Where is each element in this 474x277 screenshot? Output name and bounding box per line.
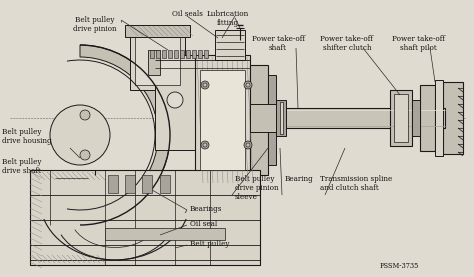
- Bar: [198, 50, 202, 58]
- Bar: [155, 55, 225, 150]
- Bar: [215, 30, 245, 60]
- Circle shape: [203, 143, 207, 147]
- Text: Oil seal: Oil seal: [190, 220, 217, 228]
- Bar: [204, 50, 208, 58]
- Bar: [180, 50, 184, 58]
- Bar: [30, 170, 260, 265]
- Text: Power take-off
shaft pilot: Power take-off shaft pilot: [392, 35, 445, 52]
- Bar: [435, 80, 443, 156]
- Circle shape: [246, 143, 250, 147]
- Text: Belt pulley
drive shaft: Belt pulley drive shaft: [2, 158, 42, 175]
- Bar: [156, 50, 160, 58]
- Circle shape: [244, 81, 252, 89]
- Bar: [105, 228, 225, 240]
- Bar: [200, 70, 245, 170]
- Bar: [390, 90, 412, 146]
- Circle shape: [201, 141, 209, 149]
- Text: Transmission spline
and clutch shaft: Transmission spline and clutch shaft: [320, 175, 392, 192]
- Bar: [412, 100, 420, 136]
- Bar: [278, 108, 445, 128]
- Bar: [192, 50, 196, 58]
- Bar: [280, 102, 283, 134]
- Bar: [276, 100, 286, 136]
- Bar: [148, 50, 160, 75]
- Bar: [160, 175, 170, 193]
- Bar: [168, 50, 172, 58]
- Text: Belt pulley
drive pinion
sleeve: Belt pulley drive pinion sleeve: [235, 175, 279, 201]
- Circle shape: [246, 83, 250, 87]
- Bar: [250, 65, 268, 175]
- Bar: [174, 50, 178, 58]
- Bar: [443, 82, 463, 154]
- Circle shape: [244, 141, 252, 149]
- Bar: [186, 50, 190, 58]
- Text: Bearings: Bearings: [190, 205, 222, 213]
- Text: Bearing: Bearing: [285, 175, 314, 183]
- Circle shape: [80, 110, 90, 120]
- Circle shape: [203, 83, 207, 87]
- Bar: [394, 94, 408, 142]
- Bar: [250, 104, 280, 132]
- Text: Lubrication
fitting: Lubrication fitting: [207, 10, 249, 27]
- Text: Belt pulley
drive housing: Belt pulley drive housing: [2, 128, 52, 145]
- Bar: [125, 175, 135, 193]
- Text: FSSM-3735: FSSM-3735: [380, 262, 419, 270]
- Circle shape: [80, 150, 90, 160]
- Circle shape: [167, 92, 183, 108]
- Bar: [142, 175, 152, 193]
- Text: Belt pulley
drive pinion: Belt pulley drive pinion: [73, 16, 117, 33]
- Bar: [195, 55, 250, 185]
- Text: Oil seals: Oil seals: [172, 10, 202, 18]
- Text: Power take-off
shaft: Power take-off shaft: [252, 35, 304, 52]
- Bar: [108, 175, 118, 193]
- Bar: [268, 75, 276, 165]
- Bar: [130, 30, 185, 90]
- Wedge shape: [80, 45, 170, 225]
- Bar: [150, 50, 154, 58]
- Bar: [125, 25, 190, 37]
- Text: Power take-off
shifter clutch: Power take-off shifter clutch: [320, 35, 374, 52]
- Circle shape: [201, 81, 209, 89]
- Bar: [162, 50, 166, 58]
- Bar: [135, 35, 180, 85]
- Text: Belt pulley: Belt pulley: [190, 240, 229, 248]
- Circle shape: [50, 105, 110, 165]
- Bar: [420, 85, 435, 151]
